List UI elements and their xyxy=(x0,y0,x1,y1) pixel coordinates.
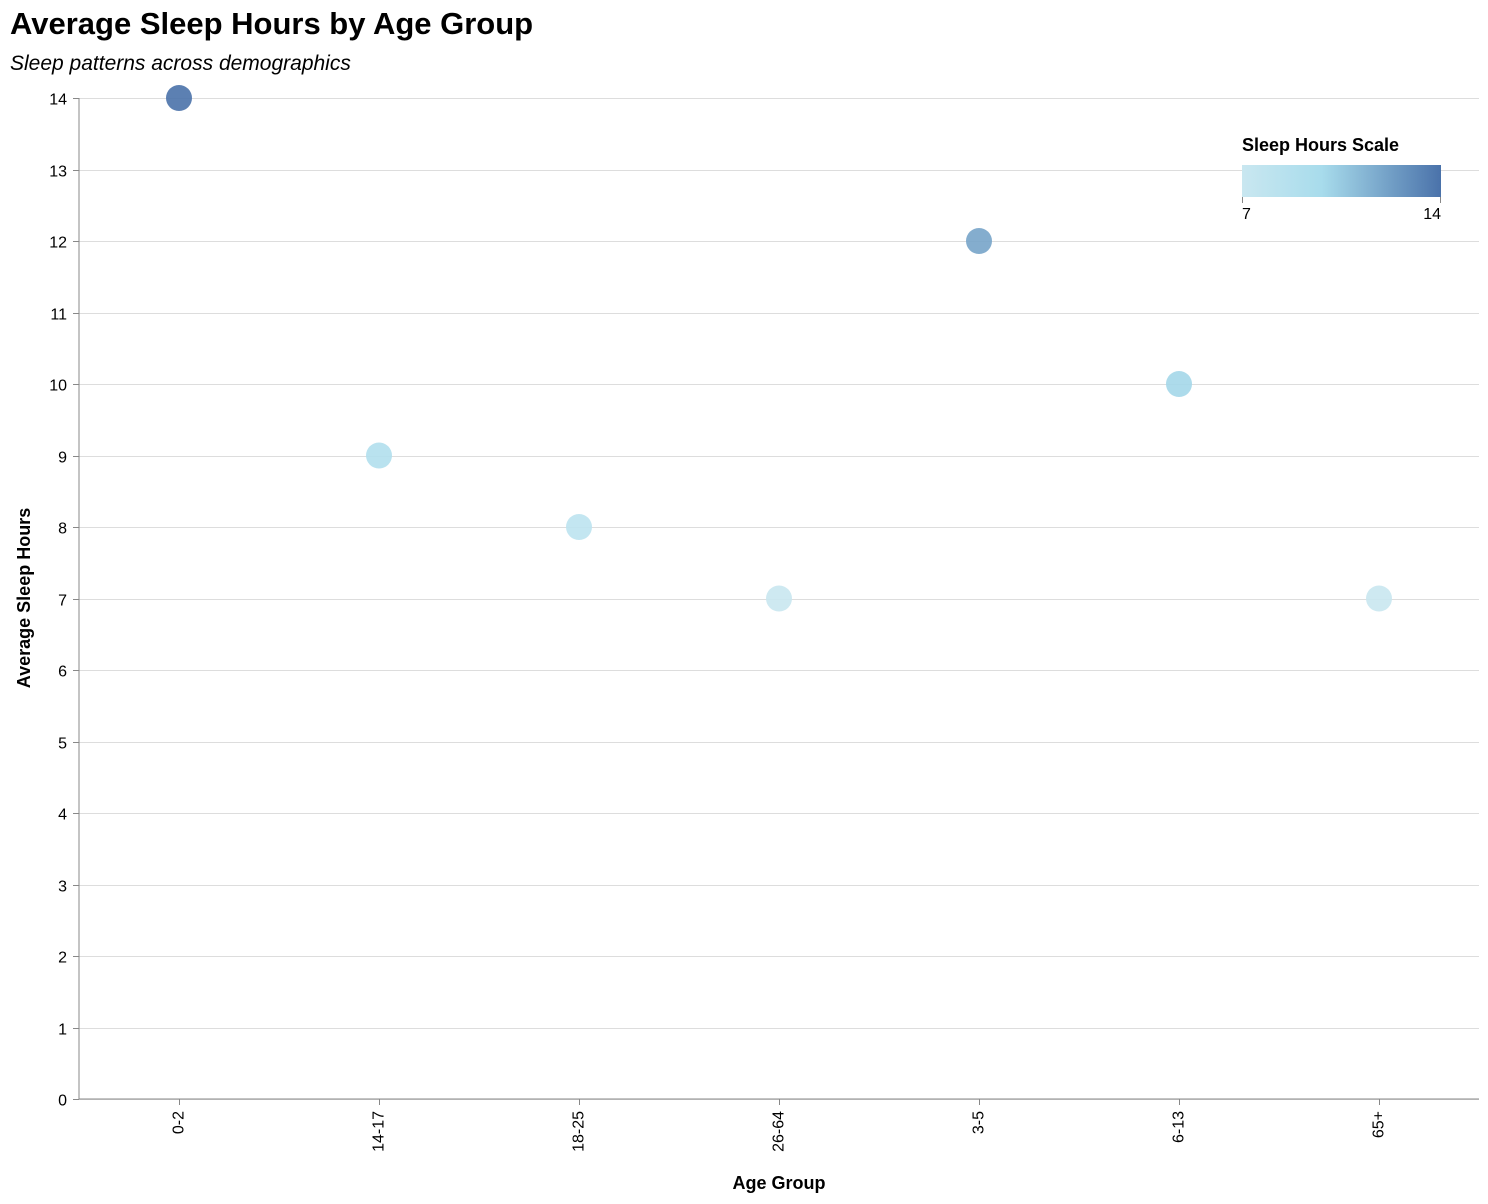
legend-min-label: 7 xyxy=(1242,206,1251,223)
data-point-3-5[interactable] xyxy=(966,228,992,254)
y-tick-label: 14 xyxy=(49,92,67,109)
x-tick-label: 18-25 xyxy=(571,1111,588,1152)
x-axis-title: Age Group xyxy=(733,1173,826,1193)
x-axis-ticks: 0-2 14-17 18-25 26-64 3-5 6-13 65+ xyxy=(171,1099,1388,1152)
x-tick-label: 14-17 xyxy=(371,1111,388,1152)
y-tick-label: 0 xyxy=(58,1093,67,1110)
x-tick-label: 26-64 xyxy=(771,1111,788,1152)
y-tick-label: 12 xyxy=(49,235,67,252)
y-tick-label: 11 xyxy=(50,307,67,324)
y-tick-label: 2 xyxy=(58,950,67,967)
data-point-14-17[interactable] xyxy=(366,442,392,469)
y-tick-label: 5 xyxy=(58,736,67,753)
chart-subtitle: Sleep patterns across demographics xyxy=(10,52,351,75)
y-tick-label: 9 xyxy=(58,450,67,467)
y-tick-label: 13 xyxy=(49,164,67,181)
y-tick-label: 10 xyxy=(49,378,67,395)
y-tick-label: 6 xyxy=(58,664,67,681)
legend: Sleep Hours Scale 7 14 xyxy=(1242,135,1441,223)
y-tick-label: 4 xyxy=(58,807,67,824)
data-point-18-25[interactable] xyxy=(566,514,592,540)
y-tick-label: 3 xyxy=(58,879,67,896)
data-point-65+[interactable] xyxy=(1366,585,1392,612)
legend-gradient-bar xyxy=(1242,165,1441,197)
x-tick-label: 65+ xyxy=(1371,1111,1388,1138)
data-point-26-64[interactable] xyxy=(766,585,792,612)
y-tick-label: 7 xyxy=(58,593,67,610)
x-tick-label: 0-2 xyxy=(171,1111,188,1134)
x-tick-label: 3-5 xyxy=(971,1111,988,1134)
legend-title: Sleep Hours Scale xyxy=(1242,135,1399,155)
y-tick-label: 1 xyxy=(58,1022,67,1039)
data-point-0-2[interactable] xyxy=(166,85,192,111)
data-point-6-13[interactable] xyxy=(1166,371,1192,397)
chart-title: Average Sleep Hours by Age Group xyxy=(10,6,534,41)
x-tick-label: 6-13 xyxy=(1171,1111,1188,1143)
y-axis-title: Average Sleep Hours xyxy=(14,508,34,688)
legend-max-label: 14 xyxy=(1423,206,1441,223)
y-tick-label: 8 xyxy=(58,521,67,538)
data-points xyxy=(166,85,1392,612)
